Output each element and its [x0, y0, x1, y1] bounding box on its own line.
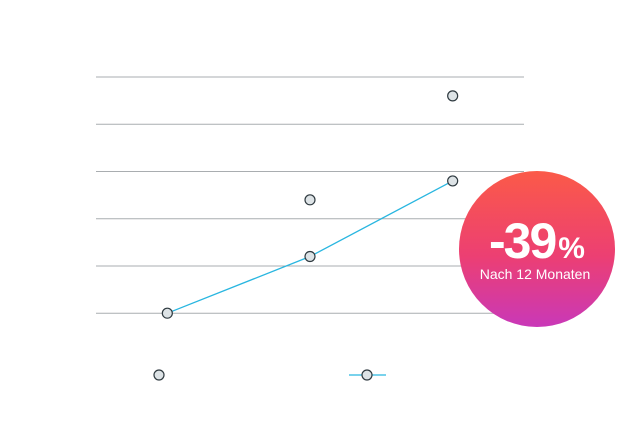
- marker: [304, 250, 316, 263]
- legend-marker: [361, 369, 373, 381]
- badge-text: -39%: [489, 213, 585, 269]
- marker: [161, 307, 173, 319]
- plot-area: [96, 76, 524, 319]
- marker: [447, 175, 459, 187]
- badge-circle: [459, 171, 615, 327]
- badge: -39% Nach 12 Monaten: [459, 171, 615, 327]
- badge-value: -39: [489, 213, 555, 269]
- badge-caption: Nach 12 Monaten: [480, 266, 591, 282]
- legend-marker: [153, 369, 165, 381]
- marker: [304, 194, 316, 206]
- legend: [153, 369, 386, 381]
- badge-unit: %: [558, 232, 585, 265]
- marker: [447, 90, 459, 102]
